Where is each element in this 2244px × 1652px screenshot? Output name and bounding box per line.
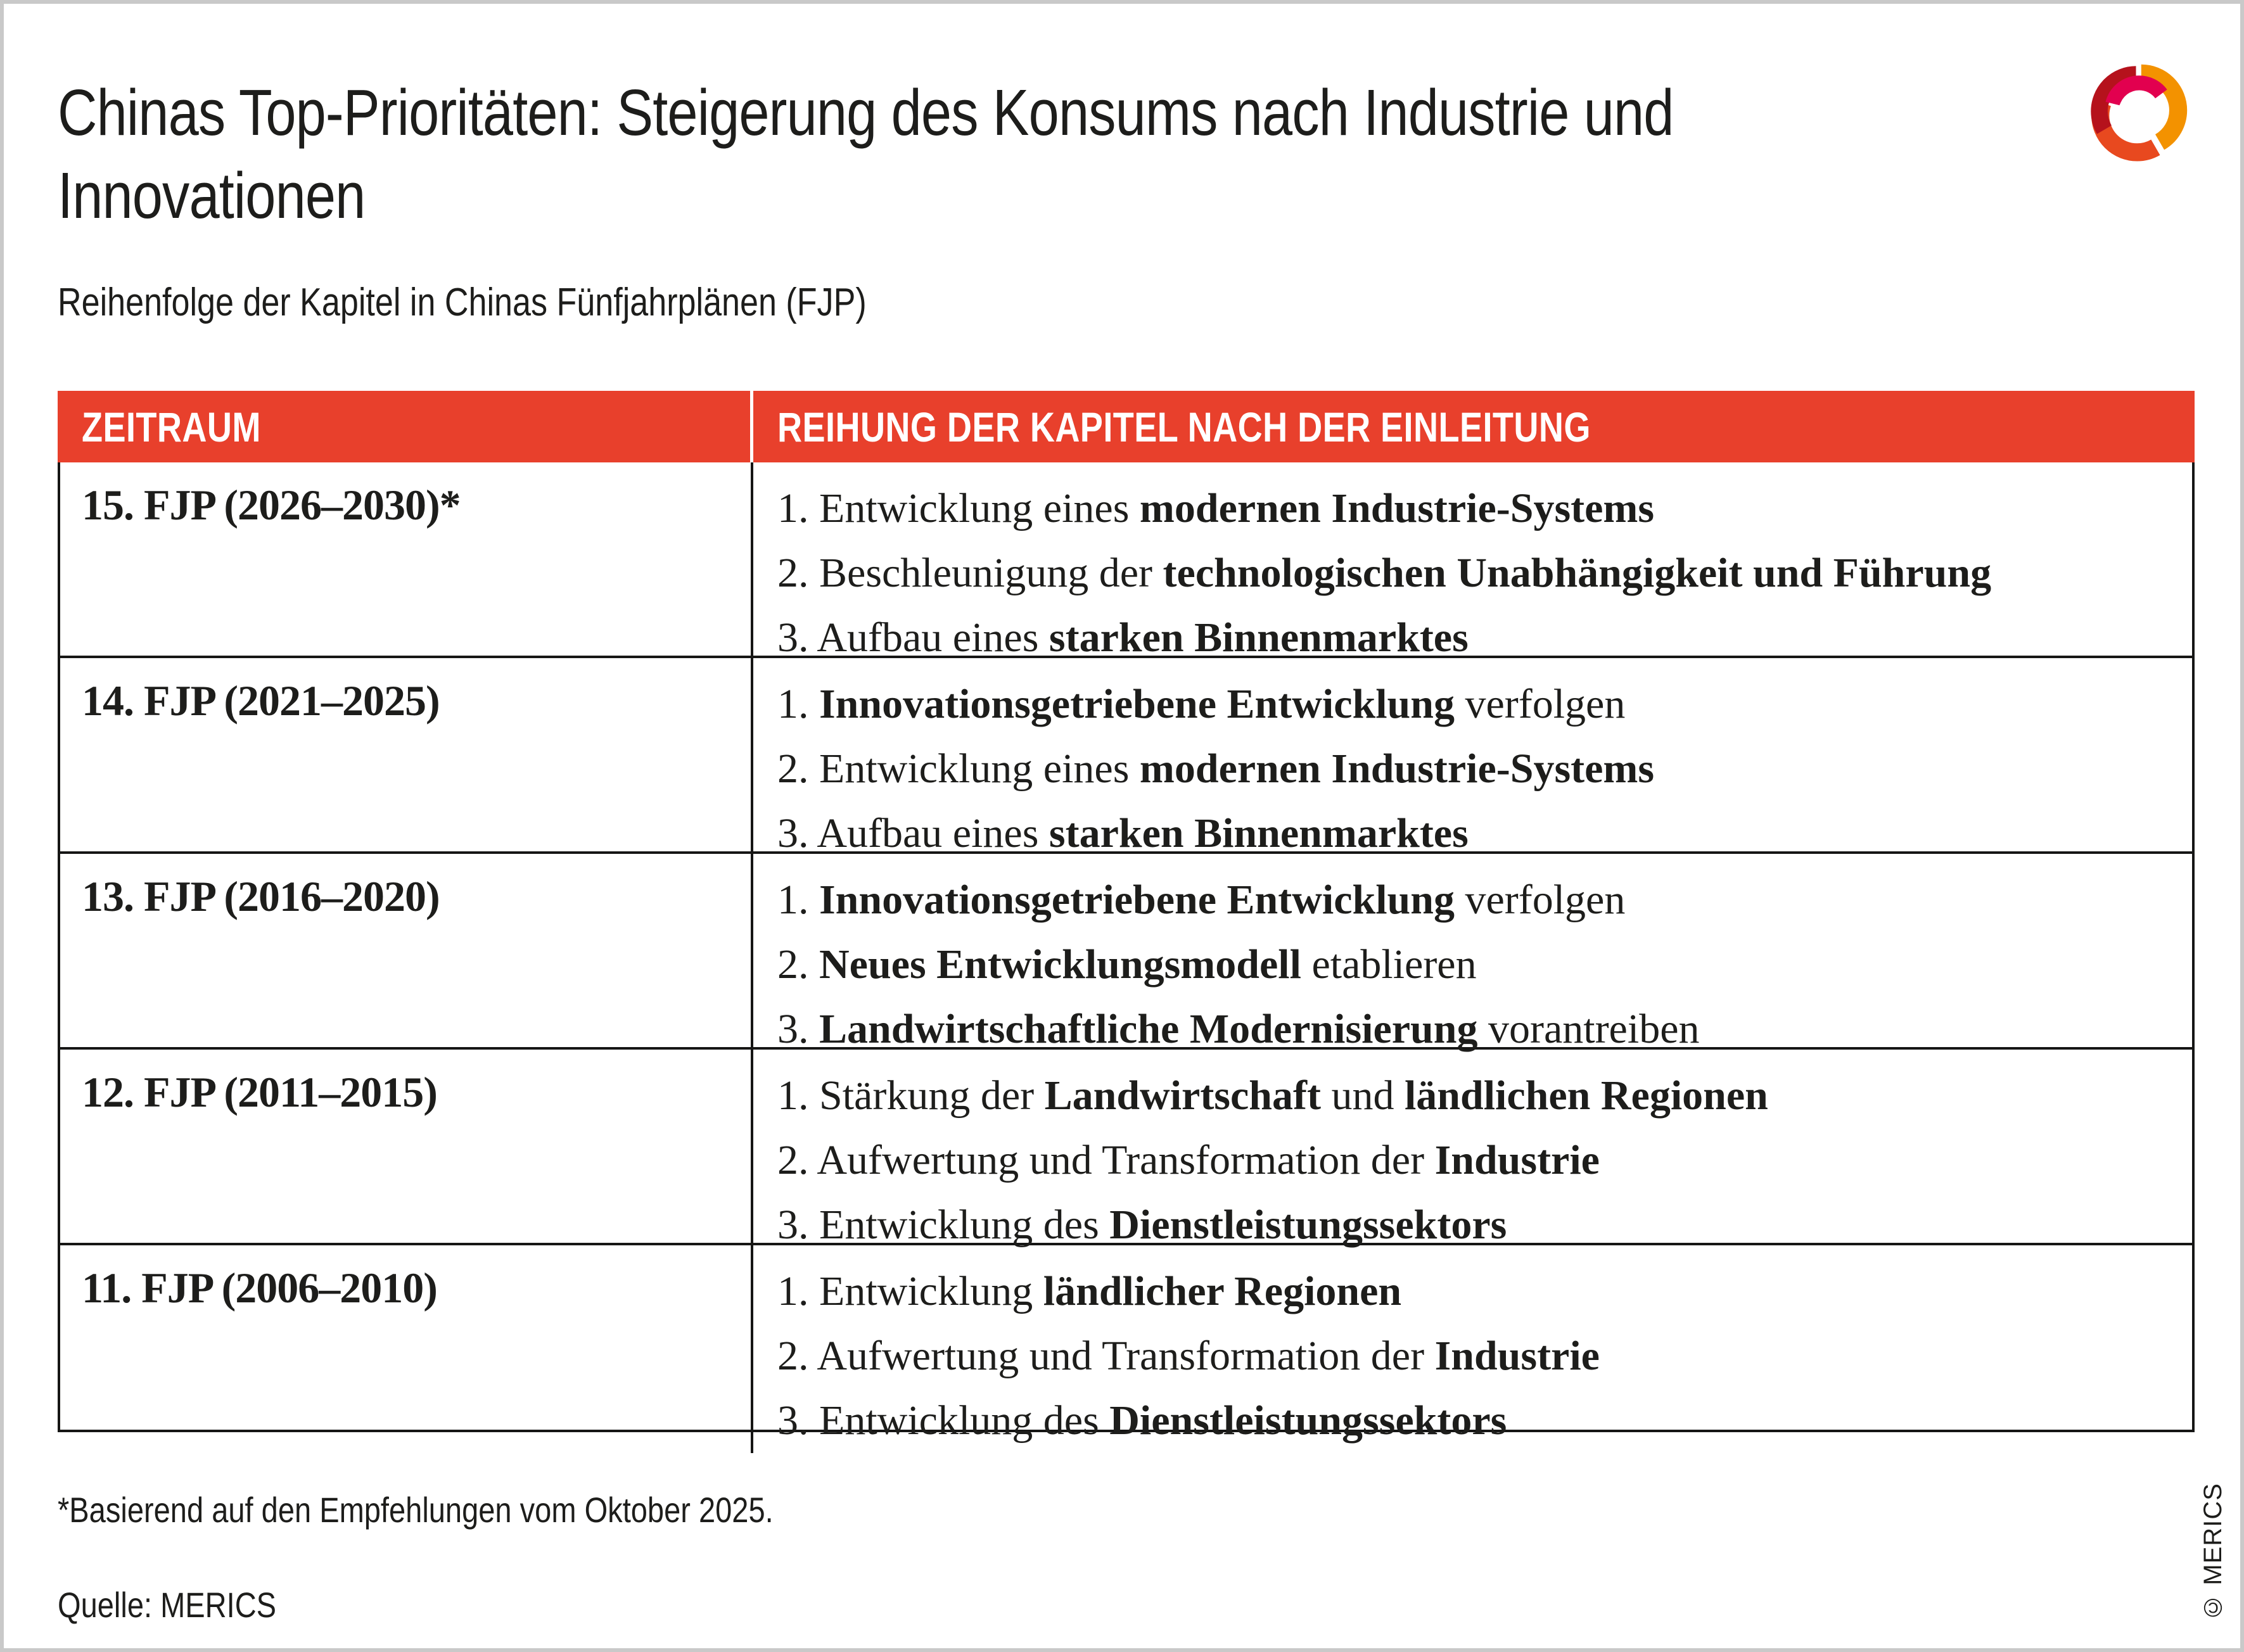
chapters-cell: 1. Entwicklung ländlicher Regionen 2. Auf… [753, 1245, 2192, 1453]
chapters-cell: 1. Innovationsgetriebene Entwicklung ver… [753, 658, 2192, 866]
chapter-line: 3. Entwicklung des Dienstleistungssektor… [777, 1202, 1507, 1248]
chapters-cell: 1. Innovationsgetriebene Entwicklung ver… [753, 854, 2192, 1062]
chapter-line: 3. Aufbau eines starken Binnenmarktes [777, 614, 1469, 661]
footnote: *Basierend auf den Empfehlungen vom Okto… [58, 1490, 774, 1530]
chapter-line: 2. Beschleunigung der technologischen Un… [777, 550, 1992, 596]
chapter-line: 2. Entwicklung eines modernen Industrie-… [777, 746, 1655, 792]
chapter-line: 1. Stärkung der Landwirtschaft und ländl… [777, 1072, 1768, 1119]
page-title-line-2: Innovationen [58, 159, 366, 232]
chapter-line: 1. Entwicklung ländlicher Regionen [777, 1268, 1402, 1314]
chapter-line: 2. Aufwertung und Transformation der Ind… [777, 1137, 1600, 1183]
page-title-line-1: Chinas Top-Prioritäten: Steigerung des K… [58, 76, 1674, 149]
chapter-line: 3. Landwirtschaftliche Modernisierung vo… [777, 1006, 1700, 1052]
table-row: 12. FJP (2011–2015) 1. Stärkung der Landw… [60, 1050, 2192, 1257]
chapter-line: 2. Neues Entwicklungsmodell etablieren [777, 941, 1477, 988]
table-header-zeitraum: ZEITRAUM [58, 391, 753, 462]
period-cell: 14. FJP (2021–2025) [60, 658, 753, 866]
page-title: Chinas Top-Prioritäten: Steigerung des K… [58, 71, 2195, 237]
table-body: 15. FJP (2026–2030)* 1. Entwicklung eines… [58, 462, 2195, 1453]
table-row: 14. FJP (2021–2025) 1. Innovationsgetrieb… [60, 658, 2192, 866]
chapter-line: 1. Innovationsgetriebene Entwicklung ver… [777, 877, 1626, 923]
fjp-table: ZEITRAUM REIHUNG DER KAPITEL NACH DER EI… [58, 391, 2195, 1453]
content-area: Chinas Top-Prioritäten: Steigerung des K… [58, 4, 2195, 1626]
table-header-row: ZEITRAUM REIHUNG DER KAPITEL NACH DER EI… [58, 391, 2195, 462]
page-subtitle: Reihenfolge der Kapitel in Chinas Fünfja… [58, 281, 867, 324]
chapter-line: 1. Entwicklung eines modernen Industrie-… [777, 485, 1655, 531]
copyright-vertical: © MERICS [2199, 1483, 2227, 1622]
chapters-cell: 1. Entwicklung eines modernen Industrie-… [753, 462, 2192, 670]
table-row: 15. FJP (2026–2030)* 1. Entwicklung eines… [60, 462, 2192, 670]
period-cell: 15. FJP (2026–2030)* [60, 462, 753, 670]
period-cell: 11. FJP (2006–2010) [60, 1245, 753, 1453]
table-header-reihung: REIHUNG DER KAPITEL NACH DER EINLEITUNG [777, 403, 1591, 450]
table-row: 11. FJP (2006–2010) 1. Entwicklung ländli… [60, 1245, 2192, 1453]
table-row: 13. FJP (2016–2020) 1. Innovationsgetrieb… [60, 854, 2192, 1062]
chapters-cell: 1. Stärkung der Landwirtschaft und ländl… [753, 1050, 2192, 1257]
chapter-line: 3. Entwicklung des Dienstleistungssektor… [777, 1397, 1507, 1444]
period-cell: 12. FJP (2011–2015) [60, 1050, 753, 1257]
source-line: Quelle: MERICS [58, 1585, 277, 1625]
chapter-line: 2. Aufwertung und Transformation der Ind… [777, 1333, 1600, 1379]
chapter-line: 3. Aufbau eines starken Binnenmarktes [777, 810, 1469, 856]
merics-logo [2091, 64, 2188, 162]
period-cell: 13. FJP (2016–2020) [60, 854, 753, 1062]
chapter-line: 1. Innovationsgetriebene Entwicklung ver… [777, 681, 1626, 727]
